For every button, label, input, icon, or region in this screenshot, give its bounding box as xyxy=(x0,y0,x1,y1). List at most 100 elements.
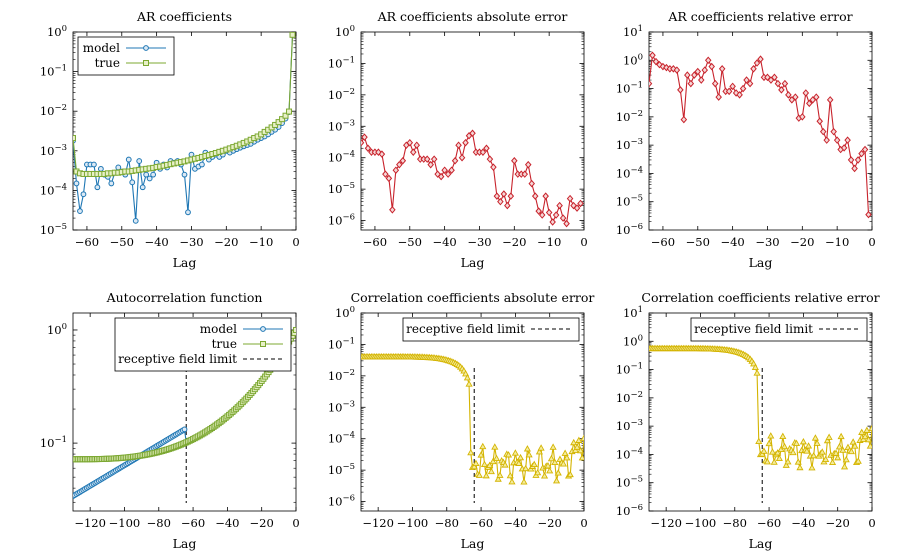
x-tick-label: −40 xyxy=(720,235,744,249)
data-point xyxy=(743,76,750,84)
series-corr-abs-error xyxy=(361,353,584,485)
data-point xyxy=(765,439,773,447)
data-point xyxy=(508,477,516,485)
data-point xyxy=(865,210,872,219)
x-tick-label: −60 xyxy=(181,516,205,530)
chart-title: AR coefficients relative error xyxy=(667,9,852,24)
data-point xyxy=(753,59,761,67)
data-point xyxy=(472,459,480,467)
x-tick-label: −100 xyxy=(397,516,429,530)
data-point xyxy=(136,158,143,164)
data-point xyxy=(482,471,490,479)
data-point xyxy=(399,156,407,165)
data-point xyxy=(542,192,549,200)
data-point xyxy=(806,99,813,108)
data-point xyxy=(94,184,101,191)
legend-box xyxy=(690,317,868,342)
data-point xyxy=(570,438,578,446)
x-tick-label: −120 xyxy=(74,516,106,530)
x-tick-label: −20 xyxy=(250,516,274,530)
data-point xyxy=(833,136,841,144)
x-tick-label: 0 xyxy=(580,235,587,249)
data-point xyxy=(146,175,153,182)
data-point xyxy=(778,86,785,94)
data-point xyxy=(774,449,782,456)
data-point xyxy=(515,459,523,466)
data-point xyxy=(768,448,777,455)
data-point xyxy=(840,463,849,470)
y-tick-label: 10−4 xyxy=(616,165,643,180)
data-point xyxy=(725,87,733,96)
data-point xyxy=(575,436,583,443)
y-tick-label: 10−3 xyxy=(616,137,643,152)
data-point xyxy=(770,458,778,465)
y-tick-label: 10−2 xyxy=(616,390,643,405)
series-line xyxy=(649,53,870,215)
data-point xyxy=(673,66,681,74)
data-point xyxy=(802,89,810,97)
x-tick-label: −60 xyxy=(651,235,675,249)
series-true xyxy=(73,326,296,463)
data-point xyxy=(784,458,792,465)
x-tick-label: −30 xyxy=(467,235,491,249)
data-point xyxy=(865,435,872,443)
plot-frame xyxy=(648,31,873,231)
data-point xyxy=(792,93,799,101)
data-point xyxy=(525,450,533,458)
data-point xyxy=(844,136,851,144)
y-tick-label: 10−1 xyxy=(616,81,643,96)
y-tick-label: 100 xyxy=(47,322,67,337)
y-tick-label: 10−5 xyxy=(328,462,355,477)
data-point xyxy=(427,160,434,169)
data-point xyxy=(364,144,372,153)
data-point xyxy=(854,156,862,164)
data-point xyxy=(501,461,509,468)
x-tick-label: −60 xyxy=(75,235,99,249)
data-point xyxy=(830,127,837,136)
data-point xyxy=(652,57,660,66)
data-point xyxy=(506,471,514,479)
data-point xyxy=(556,201,563,210)
x-tick-label: −40 xyxy=(144,235,168,249)
data-point xyxy=(489,457,497,465)
data-point xyxy=(551,458,559,466)
chart-corr-rel-error: Correlation coefficients relative error L… xyxy=(616,290,880,551)
data-point xyxy=(494,475,502,482)
data-point xyxy=(437,172,445,181)
data-point xyxy=(465,380,473,387)
x-tick-label: 0 xyxy=(580,516,587,530)
data-point xyxy=(516,453,525,461)
x-tick-label: −60 xyxy=(757,516,781,530)
y-tick-label: 10−4 xyxy=(616,446,643,461)
x-tick-label: −10 xyxy=(825,235,849,249)
data-point xyxy=(818,448,826,455)
data-point xyxy=(785,91,792,99)
data-point xyxy=(736,91,743,99)
data-point xyxy=(774,79,782,88)
chart-corr-abs-error: Correlation coefficients absolute error L… xyxy=(328,290,595,551)
data-point xyxy=(823,136,830,144)
data-point xyxy=(771,73,778,82)
data-point xyxy=(808,463,816,471)
legend-label: receptive field limit xyxy=(694,322,813,336)
data-point xyxy=(73,180,80,187)
data-point xyxy=(573,204,581,212)
data-point xyxy=(779,432,787,439)
data-point xyxy=(455,141,462,149)
data-point xyxy=(97,165,104,172)
x-tick-label: −20 xyxy=(790,235,814,249)
data-point xyxy=(847,447,855,455)
data-point xyxy=(554,469,562,476)
data-point xyxy=(129,179,136,186)
data-point xyxy=(507,192,515,200)
y-tick-label: 10−2 xyxy=(616,109,643,124)
y-tick-label: 10−3 xyxy=(40,143,67,158)
x-tick-label: −40 xyxy=(503,516,527,530)
chart-title: AR coefficients absolute error xyxy=(377,9,568,24)
plot-area xyxy=(73,32,296,224)
data-point xyxy=(868,424,872,432)
x-tick-label: −30 xyxy=(179,235,203,249)
legend-label: receptive field limit xyxy=(406,322,525,336)
series-true xyxy=(73,32,296,177)
